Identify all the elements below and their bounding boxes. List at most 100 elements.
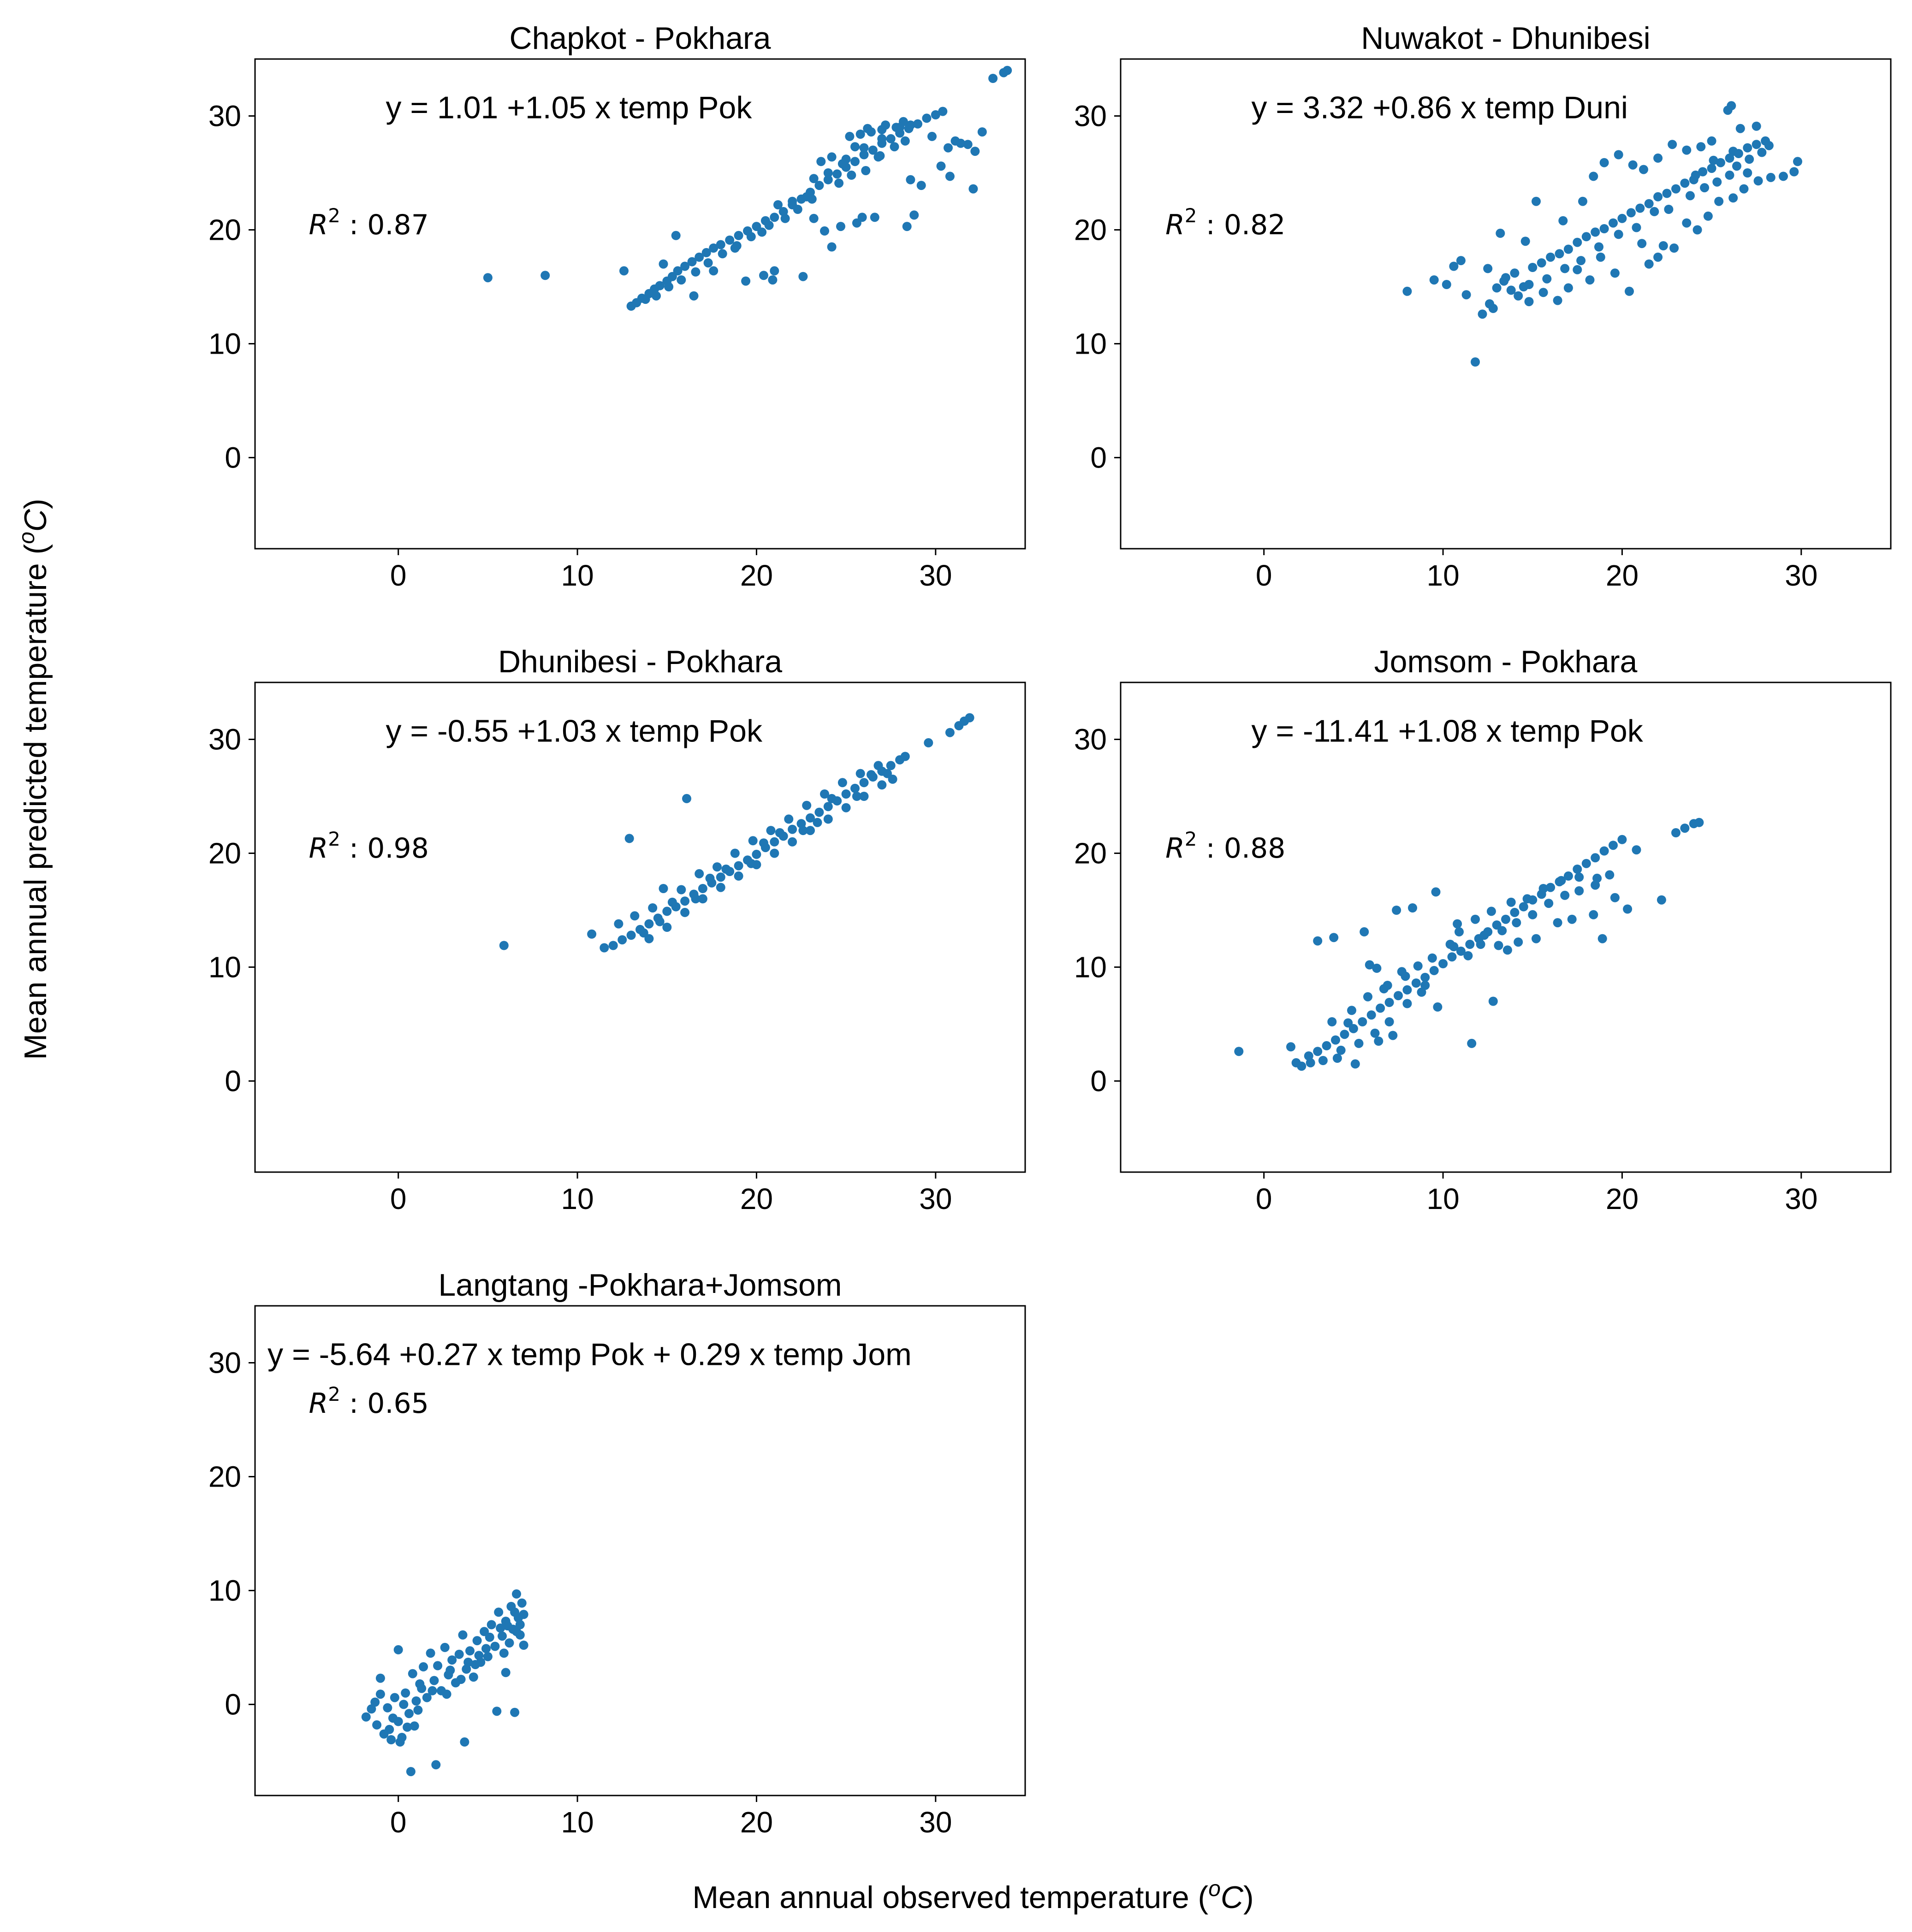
data-point [503,1621,512,1630]
data-point [498,1631,507,1641]
data-point [499,1648,509,1658]
data-point [406,1767,416,1777]
r-squared-exponent: 2 [328,204,340,227]
data-point [1524,297,1534,307]
data-point [1725,153,1734,163]
data-point [487,1620,496,1630]
r-squared-symbol: R [1165,209,1185,241]
data-point [1471,357,1480,367]
data-point [701,248,711,257]
data-point [463,1658,473,1667]
data-point [1486,907,1496,916]
data-point [677,275,686,285]
data-point [716,240,725,249]
data-point [1574,886,1584,895]
data-point [695,252,704,262]
data-point [419,1662,428,1671]
data-point [927,131,937,141]
data-point [1556,876,1566,885]
data-point [788,824,797,834]
x-tick-label: 0 [390,559,407,592]
data-point [691,894,701,904]
data-point [1510,268,1520,278]
data-point [1698,167,1708,177]
data-point [1544,899,1554,908]
data-point [515,1620,525,1630]
data-point [746,232,756,242]
data-point [1336,1045,1346,1055]
data-point [1725,170,1734,180]
data-point [1322,1041,1331,1050]
panel-title: Dhunibesi - Pokhara [498,644,782,679]
data-point [383,1703,392,1713]
plot-frame [254,58,1026,550]
data-point [898,117,908,126]
data-point [469,1672,478,1682]
data-point [788,837,797,847]
data-point [472,1636,482,1646]
data-point [788,196,797,206]
data-point [512,1589,521,1599]
r-squared-symbol: R [309,209,328,241]
data-point [1686,191,1695,201]
data-point [519,1610,528,1619]
r-squared-value: : 0.98 [340,832,429,865]
data-point [447,1655,457,1665]
data-point [1703,211,1713,221]
data-point [1456,946,1466,956]
data-point [1553,296,1562,305]
data-point [965,713,974,723]
data-point [1003,65,1012,75]
x-tick-label: 30 [919,1806,952,1839]
data-point [859,150,869,160]
r-squared: R2 : 0.65 [309,1383,429,1420]
data-point [454,1649,464,1659]
y-tick-label: 0 [225,441,241,474]
data-point [1402,286,1412,296]
data-point [807,194,817,204]
data-point [1478,309,1487,319]
data-point [1682,218,1692,228]
data-point [680,261,690,271]
data-point [519,1641,528,1650]
data-point [540,271,550,280]
data-point [1514,291,1523,301]
data-point [442,1689,451,1699]
data-point [746,859,756,868]
data-point [873,761,883,770]
data-point [1510,907,1520,917]
y-tick-label: 20 [1074,213,1107,246]
data-point [1538,288,1548,297]
x-tick-label: 20 [740,1182,773,1215]
data-point [1397,967,1407,977]
data-point [1637,239,1647,249]
data-point [1456,256,1466,266]
data-point [1532,196,1541,206]
data-point [1596,252,1605,262]
data-point [1537,258,1546,268]
data-point [619,266,629,276]
data-point [924,738,933,747]
data-point [1553,918,1562,928]
data-point [1739,184,1749,194]
panel-4: 0 10 20 30 0 10 20 30 Jomsom - Pokhara y = -11.41… [1074,644,1892,1215]
data-point [780,213,790,223]
y-axis-label-close: ) [18,498,53,509]
data-point [1360,927,1369,936]
data-point [816,157,826,166]
data-point [1714,196,1724,206]
data-point [404,1709,414,1719]
data-point [1707,164,1716,173]
data-point [877,134,887,143]
data-point [944,143,953,153]
data-point [1449,261,1459,271]
data-point [510,1607,520,1617]
panel-title: Langtang -Pokhara+Jomsom [438,1268,842,1303]
data-point [1522,894,1532,904]
data-point [1453,919,1462,929]
data-point [1286,1042,1295,1052]
data-point [1479,930,1489,940]
data-point [732,241,742,250]
data-point [806,826,815,836]
